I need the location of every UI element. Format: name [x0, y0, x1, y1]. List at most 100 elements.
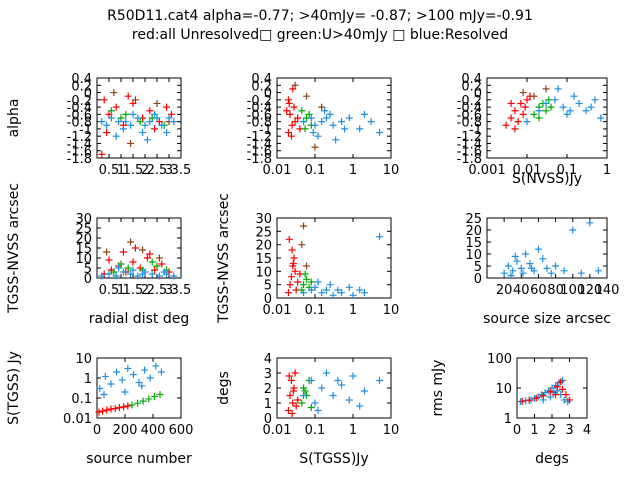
data-point-blue — [322, 369, 330, 377]
data-point-blue — [551, 96, 559, 104]
data-point-red — [290, 254, 298, 262]
data-point-blue — [127, 121, 135, 129]
data-point-blue — [517, 264, 525, 272]
y-tick-label: -1.6 — [247, 145, 272, 160]
data-point-red — [98, 150, 106, 158]
data-point-red — [518, 397, 526, 405]
data-point-red — [146, 107, 154, 115]
data-point-blue — [129, 370, 137, 378]
data-point-red — [289, 259, 297, 267]
y-tick-label: -1.2 — [457, 130, 482, 145]
data-point-blue — [314, 278, 322, 286]
y-tick-label: -0.4 — [67, 101, 92, 116]
data-point-blue — [539, 255, 547, 263]
data-point-blue — [360, 387, 368, 395]
data-point-blue — [522, 250, 530, 258]
y-tick-label: -0.2 — [67, 94, 92, 109]
data-point-blue — [170, 272, 178, 280]
data-point-blue — [563, 110, 571, 118]
y-tick-label: -0.2 — [457, 94, 482, 109]
data-point-red — [517, 99, 525, 107]
data-point-red — [284, 96, 292, 104]
y-tick-label: 0 — [264, 412, 272, 427]
y-tick-label: 10 — [75, 252, 92, 267]
data-point-blue — [534, 245, 542, 253]
x-tick-label: 20 — [496, 283, 513, 298]
data-point-blue — [504, 262, 512, 270]
data-point-blue — [500, 269, 508, 277]
data-point-blue — [526, 260, 534, 268]
y-tick-label: 0.2 — [71, 79, 92, 94]
data-point-blue — [112, 132, 120, 140]
data-point-green — [307, 278, 315, 286]
data-point-blue — [119, 268, 127, 276]
data-point-red — [291, 369, 299, 377]
x-tick-label: 2.5 — [147, 163, 168, 178]
x-tick-label: 100 — [560, 283, 585, 298]
data-point-blue — [334, 286, 342, 294]
data-point-green — [156, 390, 164, 398]
data-point-blue — [519, 269, 527, 277]
data-point-green — [307, 404, 315, 411]
data-point-red — [288, 246, 296, 254]
x-tick-label: 1 — [603, 163, 611, 178]
data-point-blue — [509, 267, 517, 275]
y-tick-label: 5 — [84, 262, 92, 277]
data-point-brown — [530, 92, 538, 100]
data-point-brown — [155, 254, 163, 262]
data-point-blue — [349, 291, 357, 299]
data-point-blue — [100, 390, 108, 398]
data-point-red — [525, 396, 533, 404]
x-tick-label: 60 — [530, 283, 547, 298]
data-point-red — [167, 110, 175, 118]
data-point-brown — [303, 262, 311, 270]
x-tick-label: 2 — [141, 283, 149, 298]
data-point-red — [552, 391, 559, 399]
y-tick-label: 25 — [255, 225, 272, 240]
data-point-blue — [152, 362, 160, 370]
data-point-red — [119, 248, 127, 256]
data-point-blue — [334, 377, 342, 384]
x-tick-label: 10 — [383, 163, 400, 178]
y-axis-label: alpha — [6, 99, 22, 138]
data-point-blue — [146, 374, 154, 382]
data-point-red — [519, 110, 527, 118]
data-point-red — [146, 250, 154, 258]
x-tick-label: 1 — [117, 283, 125, 298]
data-point-blue — [338, 118, 346, 126]
x-tick-label: 80 — [547, 283, 564, 298]
y-tick-label: -0.8 — [67, 116, 92, 131]
data-point-green — [145, 395, 153, 403]
y-tick-label: -0.2 — [247, 94, 272, 109]
data-point-red — [514, 118, 522, 126]
x-tick-label: 40 — [513, 283, 530, 298]
data-point-blue — [170, 118, 178, 126]
chart-title-line-1: R50D11.cat4 alpha=-0.77; >40mJy= -0.87; … — [107, 8, 533, 24]
x-tick-label: 0.5 — [99, 283, 120, 298]
y-tick-label: -1 — [259, 123, 272, 138]
data-point-red — [511, 125, 519, 133]
data-point-red — [291, 267, 299, 275]
data-point-blue — [158, 121, 166, 129]
y-tick-label: 15 — [75, 242, 92, 257]
x-tick-label: 600 — [169, 423, 194, 438]
data-point-red — [287, 273, 295, 281]
x-axis-label: source size arcsec — [483, 311, 611, 327]
data-point-blue — [163, 129, 171, 137]
x-tick-label: 1 — [349, 163, 357, 178]
data-point-green — [298, 399, 306, 407]
data-point-blue — [153, 114, 161, 122]
data-point-green — [107, 107, 115, 115]
y-tick-label: 0 — [84, 87, 92, 102]
data-point-blue — [356, 125, 364, 133]
y-tick-label: 30 — [255, 212, 272, 227]
data-point-brown — [303, 92, 311, 100]
data-point-green — [134, 399, 142, 407]
chart-title-line-2: red:all Unresolved□ green:U>40mJy □ blue… — [131, 27, 509, 43]
data-point-blue — [103, 121, 111, 129]
data-point-brown — [519, 89, 527, 97]
y-tick-label: -0.6 — [247, 108, 272, 123]
x-tick-label: 0.01 — [263, 423, 292, 438]
x-tick-label: 2.5 — [147, 283, 168, 298]
data-point-red — [151, 125, 159, 133]
